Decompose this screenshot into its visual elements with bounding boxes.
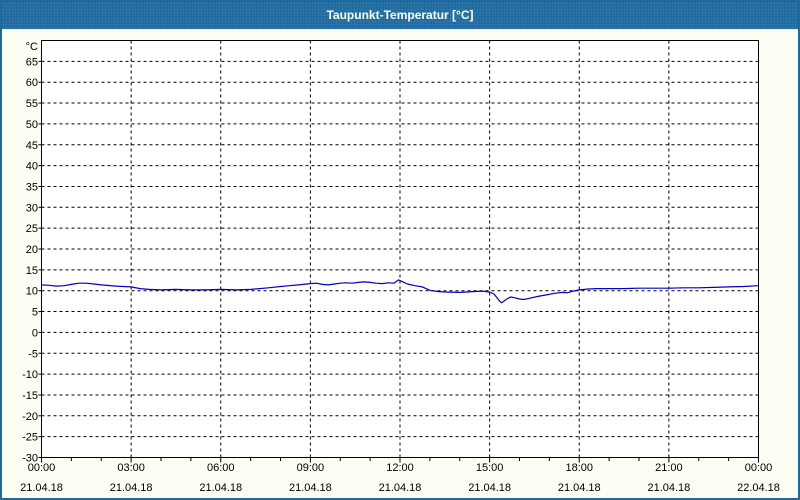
x-time-label: 06:00 — [207, 462, 235, 474]
data-line — [40, 279, 760, 304]
y-axis-unit-label: °C — [26, 41, 38, 53]
y-tick-label: 20 — [26, 244, 38, 256]
x-date-label: 21.04.18 — [558, 482, 601, 494]
x-date-label: 21.04.18 — [647, 482, 690, 494]
x-time-label: 21:00 — [655, 462, 683, 474]
x-time-label: 18:00 — [565, 462, 593, 474]
plot-border — [41, 40, 759, 458]
y-tick-label: 10 — [26, 286, 38, 298]
window-title-bar: Taupunkt-Temperatur [°C] — [2, 2, 798, 29]
x-time-label: 15:00 — [476, 462, 504, 474]
y-tick-label: 30 — [26, 202, 38, 214]
plot-area — [41, 40, 759, 458]
x-date-label: 21.04.18 — [110, 482, 153, 494]
y-tick-label: 0 — [32, 327, 38, 339]
y-tick-label: -25 — [22, 432, 38, 444]
y-tick-label: -10 — [22, 369, 38, 381]
x-date-label: 21.04.18 — [379, 482, 422, 494]
y-tick-label: 65 — [26, 56, 38, 68]
y-tick-label: -20 — [22, 411, 38, 423]
x-date-label: 21.04.18 — [199, 482, 242, 494]
x-date-label: 22.04.18 — [737, 482, 780, 494]
x-time-label: 03:00 — [117, 462, 145, 474]
y-tick-label: 15 — [26, 265, 38, 277]
y-tick-label: 60 — [26, 77, 38, 89]
x-date-label: 21.04.18 — [468, 482, 511, 494]
x-date-label: 21.04.18 — [20, 482, 63, 494]
x-time-label: 09:00 — [297, 462, 325, 474]
y-tick-label: -5 — [28, 348, 38, 360]
y-tick-label: 45 — [26, 140, 38, 152]
y-tick-label: 35 — [26, 181, 38, 193]
y-tick-label: -15 — [22, 390, 38, 402]
window-title: Taupunkt-Temperatur [°C] — [326, 8, 474, 22]
y-tick-label: 55 — [26, 98, 38, 110]
y-tick-label: 40 — [26, 161, 38, 173]
y-tick-label: 5 — [32, 307, 38, 319]
x-time-label: 00:00 — [745, 462, 773, 474]
x-time-label: 00:00 — [28, 462, 56, 474]
y-tick-label: -30 — [22, 453, 38, 465]
y-tick-label: 50 — [26, 119, 38, 131]
y-tick-label: 25 — [26, 223, 38, 235]
x-date-label: 21.04.18 — [289, 482, 332, 494]
x-time-label: 12:00 — [386, 462, 414, 474]
